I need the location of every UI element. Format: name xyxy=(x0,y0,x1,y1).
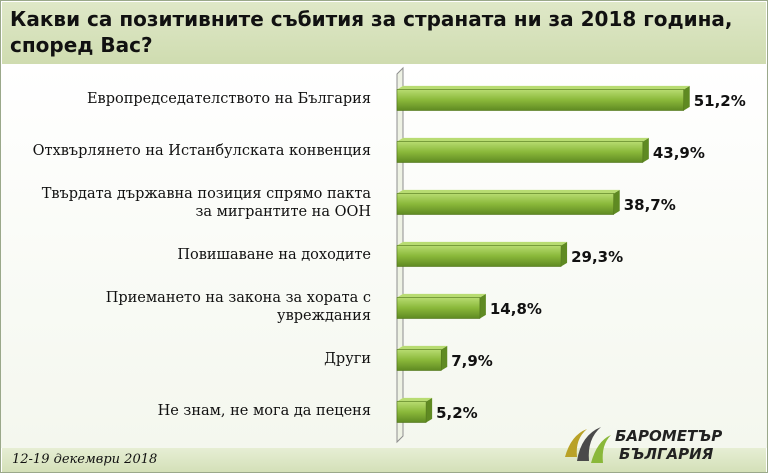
bar-value-label: 38,7% xyxy=(624,196,676,214)
bar xyxy=(396,241,568,267)
bar xyxy=(396,189,620,215)
category-label: Приемането на закона за хората с увреждан… xyxy=(105,290,371,324)
plot-area: 51,2% 43,9% 38,7% 29,3% 14,8% 7,9% 5,2% Европр… xyxy=(1,64,767,448)
bar xyxy=(396,345,448,371)
category-label: Не знам, не мога да пеценя xyxy=(157,403,371,419)
bar-value-label: 5,2% xyxy=(436,404,478,422)
chart-title: Какви са позитивните събития за страната… xyxy=(10,7,733,57)
category-label: Повишаване на доходите xyxy=(177,247,371,263)
bar xyxy=(396,397,433,423)
title-band: Какви са позитивните събития за страната… xyxy=(2,2,766,64)
bar-value-label: 29,3% xyxy=(571,248,623,266)
category-label: Твърдата държавна позиция спрямо пакта за… xyxy=(41,186,371,220)
barometer-bulgaria-logo: БАРОМЕТЪР БЪЛГАРИЯ xyxy=(565,427,722,463)
survey-date: 12-19 декември 2018 xyxy=(12,452,158,467)
logo-line-2: БЪЛГАРИЯ xyxy=(619,445,714,463)
category-label: Европредседателството на България xyxy=(86,91,371,107)
bar xyxy=(396,293,486,319)
bar-value-label: 14,8% xyxy=(490,300,542,318)
bar-value-label: 7,9% xyxy=(451,352,493,370)
category-label: Отхвърлянето на Истанбулската конвенция xyxy=(32,143,371,159)
logo-line-1: БАРОМЕТЪР xyxy=(615,427,722,445)
bar-chart: 51,2% 43,9% 38,7% 29,3% 14,8% 7,9% 5,2% xyxy=(396,66,746,444)
bar-value-label: 51,2% xyxy=(694,92,746,110)
bar-value-label: 43,9% xyxy=(653,144,705,162)
footer-band: 12-19 декември 2018 xyxy=(2,448,766,472)
bar xyxy=(396,85,690,111)
category-label: Други xyxy=(324,351,371,367)
bar xyxy=(396,137,649,163)
